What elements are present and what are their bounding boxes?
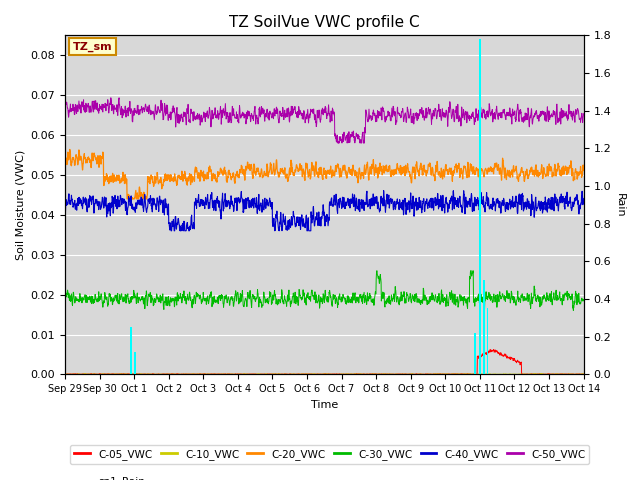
Y-axis label: Rain: Rain (615, 192, 625, 217)
Title: TZ SoilVue VWC profile C: TZ SoilVue VWC profile C (229, 15, 420, 30)
Bar (474, 333, 476, 374)
X-axis label: Time: Time (310, 400, 338, 409)
Legend: sp1_Rain: sp1_Rain (70, 472, 149, 480)
Bar (134, 352, 136, 374)
Bar (483, 280, 485, 374)
Bar (487, 309, 488, 374)
Bar (479, 39, 481, 374)
Y-axis label: Soil Moisture (VWC): Soil Moisture (VWC) (15, 150, 25, 260)
Bar (130, 327, 132, 374)
Text: TZ_sm: TZ_sm (73, 42, 113, 52)
